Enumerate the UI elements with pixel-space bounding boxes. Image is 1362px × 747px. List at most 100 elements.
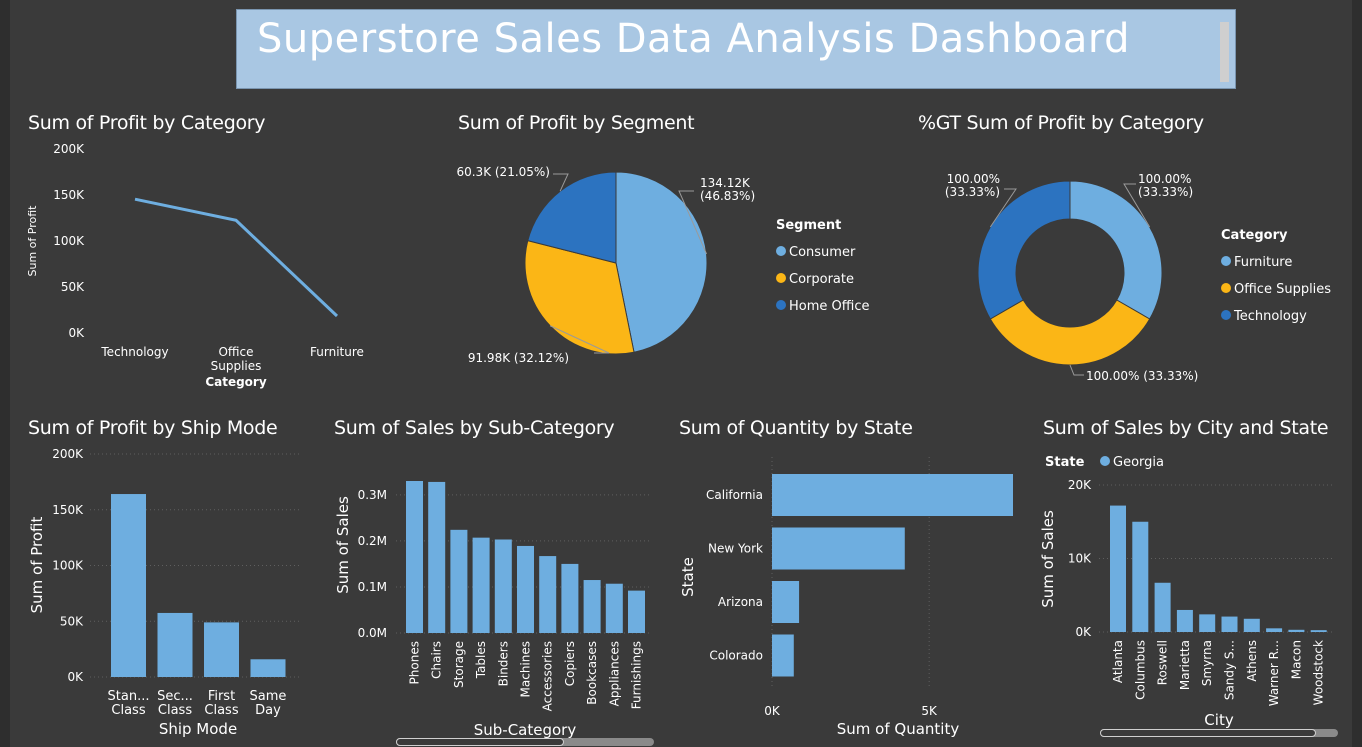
bar <box>111 494 146 677</box>
x-tick-label: Class <box>204 703 238 718</box>
bar <box>1266 628 1283 632</box>
data-label: (33.33%) <box>945 185 1000 199</box>
bar <box>1132 521 1149 632</box>
legend-label: Furniture <box>1234 255 1292 270</box>
y-tick-label: 10K <box>1068 552 1092 566</box>
x-tick-label: Atlanta <box>1111 640 1125 683</box>
x-tick-label: Macon <box>1289 640 1303 679</box>
y-axis-title: Sum of Sales <box>334 496 352 594</box>
quantity-by-state-visual[interactable]: Sum of Quantity by State 0K 5K California N… <box>679 417 1029 747</box>
legend-title: Segment <box>776 218 841 233</box>
dashboard-banner: Superstore Sales Data Analysis Dashboard <box>236 9 1236 89</box>
data-label: 91.98K (32.12%) <box>468 351 569 365</box>
data-label: 60.3K (21.05%) <box>456 165 550 179</box>
profit-by-segment-visual[interactable]: Sum of Profit by Segment 134.12K (46.83%)… <box>456 112 878 402</box>
x-tick-label: Marietta <box>1178 640 1192 690</box>
x-tick-label: Stan... <box>108 689 150 704</box>
profit-by-category-visual[interactable]: Sum of Profit by Category 0K 50K 100K 150K 2… <box>26 112 408 402</box>
y-tick-label: 0.2M <box>358 534 387 548</box>
x-tick-label: Tables <box>474 641 488 679</box>
x-tick-label: Furniture <box>310 345 364 359</box>
bar <box>204 622 239 677</box>
leader-line <box>989 188 1017 228</box>
x-tick-label: Class <box>111 703 145 718</box>
legend-marker <box>1221 256 1231 266</box>
x-tick-label: First <box>208 689 235 704</box>
x-tick-label: Accessories <box>541 641 555 711</box>
data-label: 100.00% <box>947 172 1000 186</box>
subcategory-scrollbar-thumb[interactable] <box>396 738 564 746</box>
profit-by-segment-chart: 134.12K(46.83%) 91.98K (32.12%) 60.3K (21.… <box>456 165 869 365</box>
x-tick-label: Athens <box>1245 640 1259 682</box>
window-frame-left <box>0 0 10 747</box>
x-tick-label: Day <box>255 703 281 718</box>
chart-title: Sum of Sales by Sub-Category <box>334 417 615 439</box>
data-label: (46.83%) <box>700 189 755 203</box>
x-axis-title: City <box>1204 711 1234 729</box>
legend-title: State <box>1045 455 1085 470</box>
bar <box>250 659 286 677</box>
x-tick-label: Appliances <box>607 641 621 706</box>
legend-marker <box>776 273 786 283</box>
bar <box>517 545 534 633</box>
y-tick-label: 150K <box>53 188 85 202</box>
bar <box>1154 582 1171 632</box>
city-scrollbar-thumb[interactable] <box>1100 729 1316 737</box>
legend-marker <box>1221 283 1231 293</box>
chart-title: Sum of Sales by City and State <box>1043 417 1329 439</box>
subcategory-scrollbar[interactable] <box>396 738 654 746</box>
bar <box>450 529 468 633</box>
leader-line <box>553 173 569 192</box>
series-line <box>134 197 339 318</box>
banner-scroll-handle[interactable] <box>1220 22 1229 82</box>
legend-title: Category <box>1221 228 1288 243</box>
legend-label: Corporate <box>789 272 854 287</box>
y-tick-label: 0.0M <box>358 626 387 640</box>
bar <box>1221 616 1238 632</box>
chart-title: Sum of Profit by Ship Mode <box>28 417 278 439</box>
leader-line <box>1069 364 1084 376</box>
sales-by-city-visual[interactable]: Sum of Sales by City and State State Geor… <box>1039 417 1343 747</box>
legend-marker <box>776 300 786 310</box>
y-tick-label: 0K <box>1075 625 1092 639</box>
x-tick-label: Office <box>218 345 253 359</box>
bar <box>494 539 512 633</box>
x-tick-label: Binders <box>496 641 510 686</box>
y-tick-label: 200K <box>52 447 84 461</box>
profit-by-ship-mode-visual[interactable]: Sum of Profit by Ship Mode 0K 50K 100K 150K… <box>28 417 318 747</box>
x-axis-title: Category <box>205 375 267 389</box>
x-tick-label: Sec... <box>157 689 193 704</box>
profit-by-category-chart: 0K 50K 100K 150K 200K Technology OfficeSupplie… <box>26 142 364 389</box>
data-label: 100.00% (33.33%) <box>1086 369 1198 383</box>
sales-by-subcategory-visual[interactable]: Sum of Sales by Sub-Category 0.0M 0.1M 0.2… <box>334 417 664 747</box>
legend-label: Georgia <box>1113 455 1164 470</box>
y-tick-label: 0K <box>67 670 84 684</box>
gt-profit-by-category-visual[interactable]: %GT Sum of Profit by Category 100.00% (33… <box>918 112 1348 402</box>
y-tick-label: 100K <box>52 559 84 573</box>
city-scrollbar[interactable] <box>1100 729 1338 737</box>
x-tick-label: Smyrna <box>1200 640 1214 686</box>
x-tick-label: Chairs <box>430 641 444 679</box>
bar <box>772 634 794 677</box>
gt-profit-by-category-chart: 100.00%(33.33%)100.00% (33.33%)100.00%(3… <box>945 172 1331 383</box>
x-axis-title: Ship Mode <box>159 720 237 738</box>
legend-label: Home Office <box>789 299 869 314</box>
legend-marker <box>776 246 786 256</box>
y-tick-label: 150K <box>52 503 84 517</box>
bar <box>1199 614 1216 632</box>
pie-slice <box>1069 180 1163 320</box>
x-tick-label: Woodstock <box>1312 640 1326 705</box>
bar <box>772 581 800 623</box>
y-axis-title: Sum of Sales <box>1039 510 1057 608</box>
legend-label: Consumer <box>789 245 856 260</box>
bar <box>628 590 645 633</box>
y-tick-label: 100K <box>53 234 85 248</box>
chart-title: %GT Sum of Profit by Category <box>918 112 1204 134</box>
bar <box>772 474 1013 516</box>
y-axis-title: Sum of Profit <box>28 517 46 614</box>
legend-label: Technology <box>1233 309 1307 324</box>
x-tick-label: Class <box>158 703 192 718</box>
x-tick-label: Copiers <box>563 641 577 686</box>
legend-marker <box>1221 310 1231 320</box>
bar <box>539 556 557 633</box>
